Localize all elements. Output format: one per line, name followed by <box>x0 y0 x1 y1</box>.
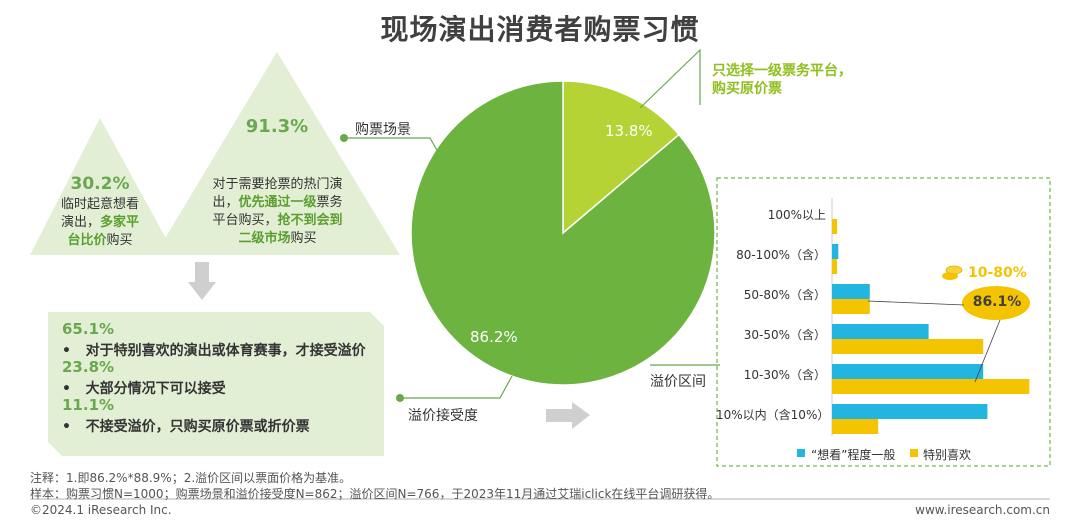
bar-1-series-1 <box>832 259 838 274</box>
triangle-large <box>155 52 400 255</box>
pie-label-small: 13.8% <box>605 122 653 140</box>
acceptance-item-1: • 对于特别喜欢的演出或体育赛事，才接受溢价 <box>62 340 366 360</box>
acceptance-pct-2: 23.8% <box>62 358 115 376</box>
acceptance-item-2: • 大部分情况下可以接受 <box>62 378 226 398</box>
bar-cat-1: 80-100%（含） <box>736 248 826 262</box>
page-title: 现场演出消费者购票习惯 <box>380 13 700 46</box>
highlight-line-1 <box>867 300 965 306</box>
acceptance-text-1: 对于特别喜欢的演出或体育赛事，才接受溢价 <box>85 343 366 359</box>
pie-label-large: 86.2% <box>470 328 518 346</box>
triangle-small-line3b: 购买 <box>106 233 133 248</box>
bar-2-series-1 <box>832 299 870 314</box>
triangle-large-line1: 对于需要抢票的热门演 <box>212 177 343 192</box>
pie-slice-1 <box>410 80 716 386</box>
bar-4-series-1 <box>832 379 1030 394</box>
annotation-pct: 86.1% <box>972 294 1022 310</box>
triangle-large-pct: 91.3% <box>245 116 309 137</box>
triangle-large-line4a: 二级市场 <box>238 231 291 246</box>
acceptance-pct-1: 65.1% <box>62 320 115 338</box>
footer-website: www.iresearch.com.cn <box>915 503 1050 517</box>
legend-swatch-love <box>910 449 918 457</box>
callout-scene: 购票场景 <box>355 122 411 138</box>
highlight-ellipse <box>962 286 1030 320</box>
triangle-small <box>30 118 175 255</box>
legend-label-love: 特别喜欢 <box>923 448 972 462</box>
triangle-large-line2a: 出， <box>212 195 239 210</box>
triangle-large-line2b: 优先通过一级 <box>238 195 317 210</box>
note-line2: 样本：购票习惯N=1000；购票场景和溢价接受度N=862；溢价区间N=766，… <box>30 487 720 501</box>
note: 注释：1.即86.2%*88.9%；2.溢价区间以票面价格为基准。 样本：购票习… <box>30 470 719 502</box>
triangle-small-line2b: 多家平 <box>100 215 140 230</box>
triangle-small-line3a: 台比价 <box>67 233 107 248</box>
callout-lines <box>344 48 720 399</box>
bar-3-series-1 <box>832 339 984 354</box>
bar-cat-5: 10%以内（含10%） <box>716 408 830 422</box>
annotation-range: 10-80% <box>968 265 1027 281</box>
bar-1-series-0 <box>832 244 839 259</box>
triangle-large-line3a: 平台购买， <box>212 213 278 228</box>
bar-3-series-0 <box>832 324 929 339</box>
bar-cat-0: 100%以上 <box>767 208 826 222</box>
bar-chart <box>832 219 1030 434</box>
acceptance-box <box>48 312 384 456</box>
triangle-small-line1: 临时起意想看 <box>60 197 139 212</box>
triangle-large-line4b: 购买 <box>290 231 317 246</box>
callout-top-line1: 只选择一级票务平台， <box>712 63 852 79</box>
callout-top: 只选择一级票务平台， 购买原价票 <box>712 62 852 98</box>
bar-5-series-1 <box>832 419 879 434</box>
down-arrow-icon <box>188 262 216 300</box>
callout-dot-scene <box>340 134 348 142</box>
legend-label-normal: “想看”程度一般 <box>811 448 896 462</box>
triangle-small-pct: 30.2% <box>70 174 130 194</box>
footer-copyright: ©2024.1 iResearch Inc. <box>30 503 172 517</box>
bar-cat-4: 10-30%（含） <box>743 368 826 382</box>
triangle-large-line2c: 票务 <box>316 195 343 210</box>
bar-cat-3: 30-50%（含） <box>743 328 826 342</box>
triangle-small-line2a: 演出， <box>60 215 100 230</box>
acceptance-item-3: • 不接受溢价，只购买原价票或折价票 <box>62 416 310 436</box>
bullet-3: • <box>62 419 71 435</box>
right-arrow-icon <box>546 402 590 429</box>
acceptance-text-3: 不接受溢价，只购买原价票或折价票 <box>85 419 310 435</box>
triangle-large-text: 对于需要抢票的热门演 出，优先通过一级票务 平台购买，抢不到会到 二级市场购买 <box>195 176 360 248</box>
note-line1: 注释：1.即86.2%*88.9%；2.溢价区间以票面价格为基准。 <box>30 471 352 485</box>
acceptance-text-2: 大部分情况下可以接受 <box>85 381 226 397</box>
legend-swatch-normal <box>797 449 805 457</box>
highlight-line-2 <box>974 319 1001 383</box>
bar-5-series-0 <box>832 404 988 419</box>
triangle-small-text: 临时起意想看 演出，多家平 台比价购买 <box>55 196 145 250</box>
callout-top-line2: 购买原价票 <box>712 81 782 97</box>
callout-accept: 溢价接受度 <box>408 408 478 424</box>
triangle-large-line3b: 抢不到会到 <box>277 213 343 228</box>
coin-icon <box>942 265 963 280</box>
bar-cat-2: 50-80%（含） <box>743 288 826 302</box>
bullet-2: • <box>62 381 71 397</box>
bar-chart-frame <box>716 177 1051 467</box>
callout-range: 溢价区间 <box>650 374 706 390</box>
pie-chart <box>410 80 716 386</box>
pie-slice-0 <box>562 80 680 235</box>
acceptance-pct-3: 11.1% <box>62 396 115 414</box>
bullet-1: • <box>62 343 71 359</box>
bar-2-series-0 <box>832 284 870 299</box>
bar-4-series-0 <box>832 364 984 379</box>
bar-0-series-1 <box>832 219 838 234</box>
callout-dot-accept <box>396 394 404 402</box>
